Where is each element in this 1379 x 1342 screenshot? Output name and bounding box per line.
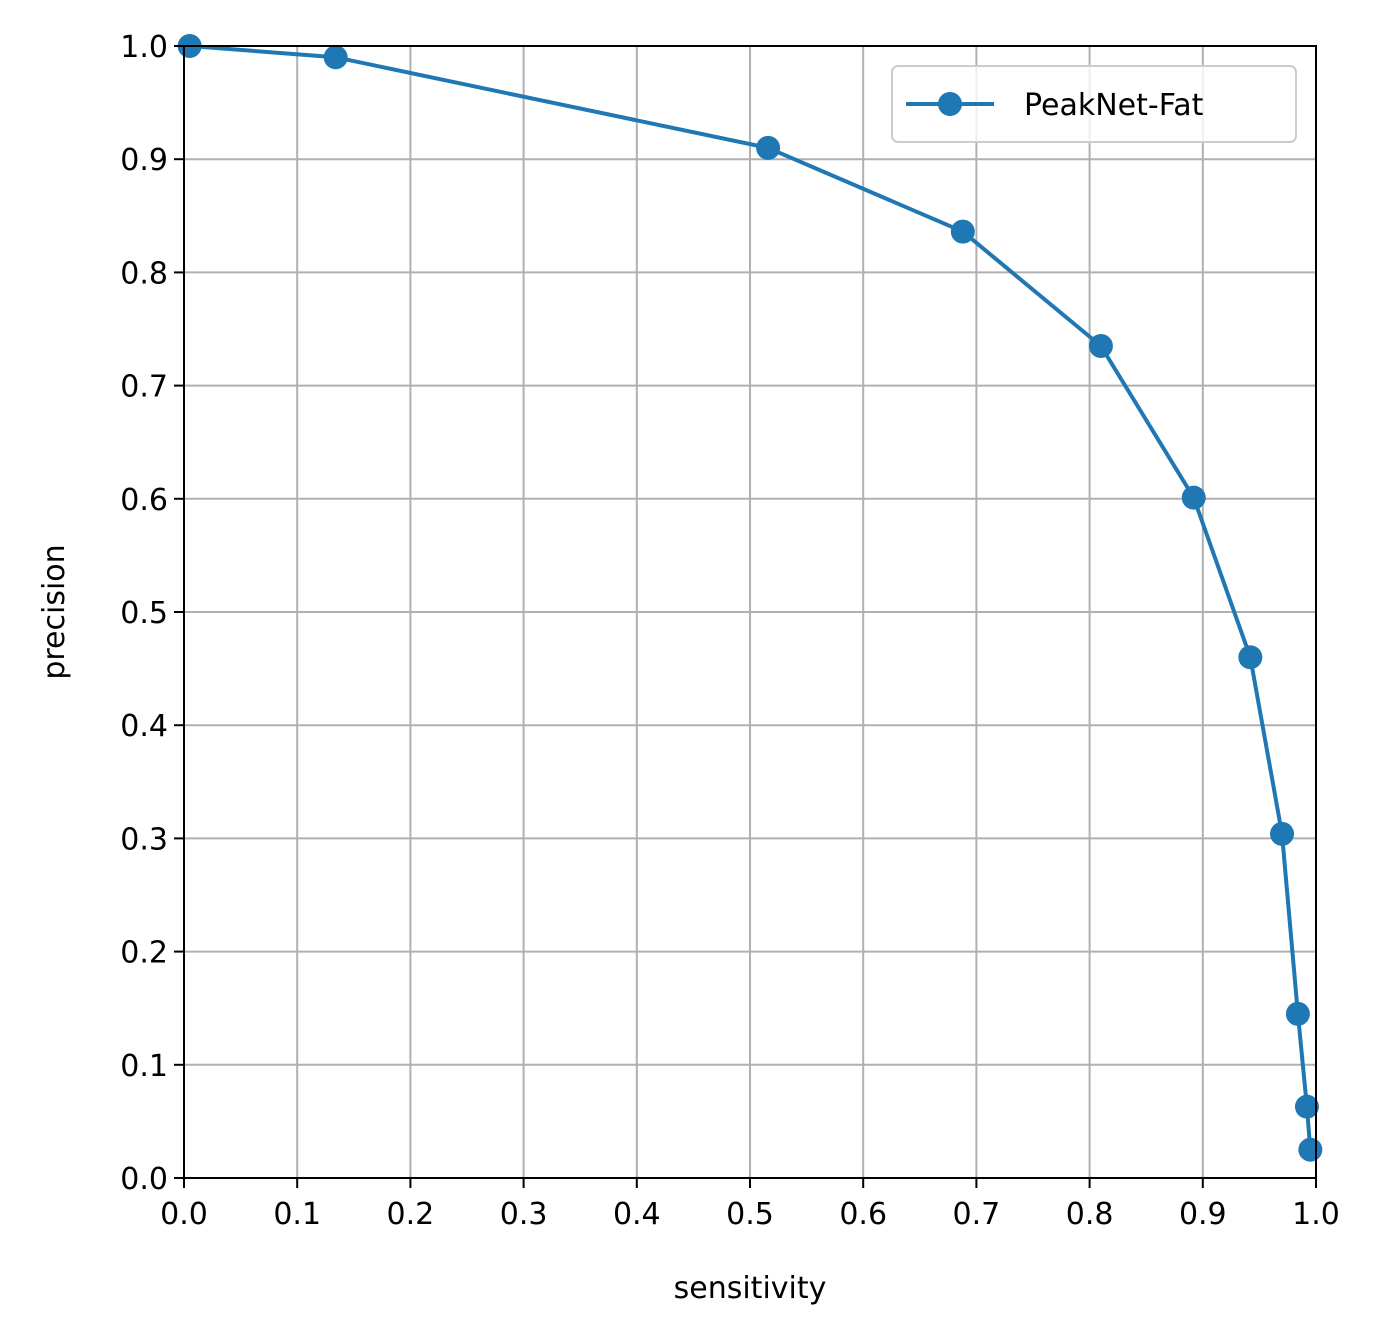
data-point [1088, 333, 1113, 358]
x-tick-label: 0.4 [613, 1197, 661, 1232]
legend-marker-swatch [938, 92, 962, 116]
y-tick-label: 0.0 [120, 1162, 168, 1197]
data-point [1294, 1094, 1319, 1119]
y-tick-label: 0.2 [120, 936, 168, 971]
x-tick-label: 0.9 [1179, 1197, 1227, 1232]
y-tick-label: 1.0 [120, 30, 168, 65]
data-point [1181, 485, 1206, 510]
data-point [1238, 645, 1263, 670]
y-axis-label: precision [37, 544, 72, 679]
data-point [323, 45, 348, 70]
data-point [1270, 821, 1295, 846]
y-tick-label: 0.9 [120, 143, 168, 178]
legend-box [891, 65, 1297, 143]
x-tick-label: 0.2 [387, 1197, 435, 1232]
x-tick-label: 0.0 [160, 1197, 208, 1232]
axis-ticks: 0.0 0.1 0.2 0.3 0.4 0.5 0.6 0.7 0.8 0.9 1.0 0.0 0.1 0… [120, 30, 1340, 1232]
y-tick-label: 0.8 [120, 256, 168, 291]
x-tick-label: 0.5 [726, 1197, 774, 1232]
x-tick-label: 0.7 [953, 1197, 1001, 1232]
legend-label: PeakNet-Fat [1024, 88, 1204, 123]
x-tick-label: 0.3 [500, 1197, 548, 1232]
data-point [756, 135, 781, 160]
x-tick-label: 1.0 [1292, 1197, 1340, 1232]
x-tick-label: 0.6 [839, 1197, 887, 1232]
x-tick-label: 0.8 [1066, 1197, 1114, 1232]
y-tick-label: 0.3 [120, 822, 168, 857]
y-tick-label: 0.4 [120, 709, 168, 744]
x-tick-label: 0.1 [273, 1197, 321, 1232]
y-tick-label: 0.1 [120, 1049, 168, 1084]
y-tick-label: 0.5 [120, 596, 168, 631]
series-layer [177, 34, 1323, 1162]
data-point [1298, 1137, 1323, 1162]
x-axis-label: sensitivity [674, 1271, 827, 1306]
data-point [950, 219, 975, 244]
y-tick-label: 0.7 [120, 370, 168, 405]
legend: PeakNet-Fat [891, 65, 1297, 143]
y-tick-label: 0.6 [120, 483, 168, 518]
data-point [1285, 1001, 1310, 1026]
